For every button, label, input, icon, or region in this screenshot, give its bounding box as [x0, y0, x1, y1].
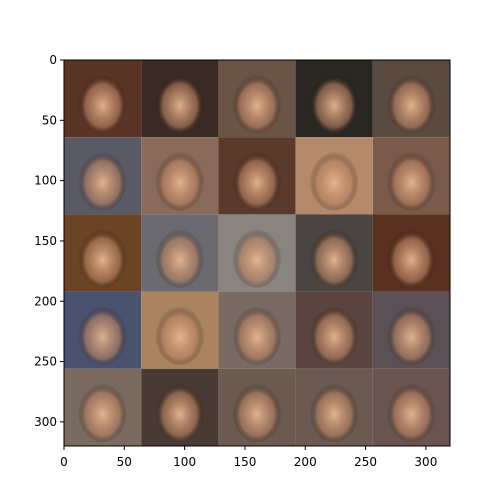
face-shape: [77, 380, 128, 443]
face-shape: [155, 380, 205, 443]
x-tick-label: 200: [294, 455, 317, 469]
face-tile: [141, 137, 219, 215]
face-tile: [141, 60, 219, 138]
axes-frame: [63, 59, 451, 447]
x-tick-label: 100: [173, 455, 196, 469]
face-shape: [232, 303, 282, 365]
y-tick-label: 300: [34, 415, 57, 429]
face-shape: [155, 225, 205, 288]
face-tile: [372, 137, 450, 215]
face-shape: [309, 71, 359, 134]
face-tile: [372, 291, 450, 369]
face-shape: [77, 71, 128, 134]
face-shape: [232, 148, 282, 211]
face-tile: [218, 291, 296, 369]
face-shape: [386, 71, 437, 134]
face-tile: [64, 60, 142, 138]
face-shape: [386, 303, 437, 365]
x-tick-label: 150: [233, 455, 256, 469]
x-tick-label: 0: [60, 455, 68, 469]
face-shape: [155, 303, 205, 365]
face-tile: [64, 214, 142, 292]
face-shape: [309, 148, 359, 211]
face-image-grid: [64, 60, 450, 446]
face-tile: [295, 368, 373, 446]
face-tile: [141, 368, 219, 446]
face-tile: [295, 60, 373, 138]
face-tile: [295, 137, 373, 215]
face-tile: [372, 214, 450, 292]
face-tile: [141, 291, 219, 369]
face-shape: [77, 148, 128, 211]
face-tile: [64, 137, 142, 215]
face-shape: [77, 303, 128, 365]
face-shape: [309, 380, 359, 443]
y-tick-label: 250: [34, 355, 57, 369]
face-shape: [386, 148, 437, 211]
x-tick-label: 50: [117, 455, 132, 469]
face-shape: [155, 148, 205, 211]
x-tick-label: 250: [354, 455, 377, 469]
face-tile: [218, 214, 296, 292]
face-shape: [309, 303, 359, 365]
face-shape: [232, 225, 282, 288]
face-tile: [64, 291, 142, 369]
face-tile: [218, 137, 296, 215]
y-tick-label: 0: [49, 53, 57, 67]
face-tile: [218, 60, 296, 138]
y-tick-label: 150: [34, 234, 57, 248]
y-tick-label: 50: [42, 113, 57, 127]
x-tick-label: 300: [414, 455, 437, 469]
face-shape: [386, 380, 437, 443]
face-tile: [218, 368, 296, 446]
y-axis: 0 50 100 150 200 250 300: [34, 53, 64, 429]
face-tile: [295, 291, 373, 369]
face-shape: [155, 71, 205, 134]
face-tile: [141, 214, 219, 292]
y-tick-label: 200: [34, 294, 57, 308]
face-shape: [232, 380, 282, 443]
face-shape: [309, 225, 359, 288]
face-tile: [295, 214, 373, 292]
face-tile: [64, 368, 142, 446]
y-tick-label: 100: [34, 174, 57, 188]
face-shape: [386, 225, 437, 288]
face-tile: [372, 368, 450, 446]
face-tile: [372, 60, 450, 138]
face-shape: [77, 225, 128, 288]
face-shape: [232, 71, 282, 134]
x-axis: 0 50 100 150 200 250 300: [60, 446, 437, 469]
